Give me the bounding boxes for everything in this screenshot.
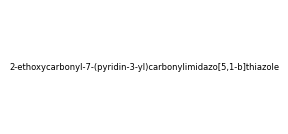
Text: 2-ethoxycarbonyl-7-(pyridin-3-yl)carbonylimidazo[5,1-b]thiazole: 2-ethoxycarbonyl-7-(pyridin-3-yl)carbony… bbox=[9, 62, 279, 72]
